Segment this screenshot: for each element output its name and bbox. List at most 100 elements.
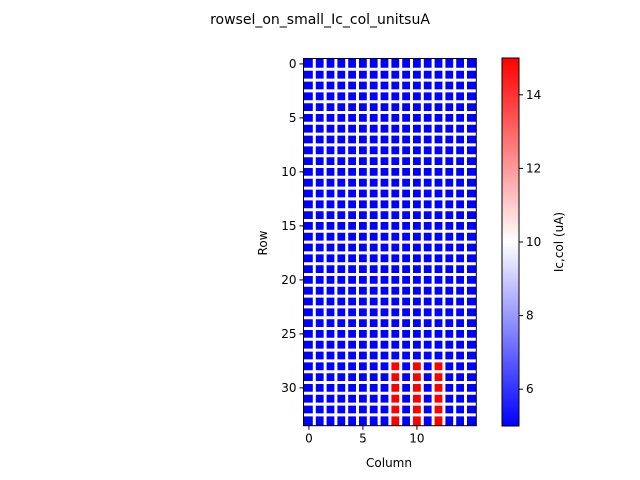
heatmap-cell [389, 166, 401, 178]
heatmap-cell [400, 393, 412, 405]
heatmap-cell [325, 414, 336, 426]
heatmap-cell [357, 166, 369, 178]
heatmap-cell [443, 296, 455, 307]
heatmap-cell [465, 328, 477, 340]
heatmap-cell [465, 231, 477, 243]
heatmap-cell [379, 198, 390, 210]
heatmap-cell [454, 382, 466, 394]
heatmap-cell [303, 371, 315, 383]
heatmap-cell [346, 350, 358, 361]
heatmap-cell [357, 209, 369, 221]
heatmap-cell [454, 242, 466, 253]
heatmap-cell [346, 306, 358, 318]
heatmap-cell [368, 285, 380, 297]
y-axis-ticks: 0 5 10 15 20 25 30 [281, 57, 304, 395]
heatmap-cell [454, 58, 466, 70]
heatmap-cell [335, 306, 347, 318]
heatmap-cell [389, 414, 401, 426]
heatmap-cell [346, 360, 358, 372]
heatmap-cell [325, 209, 336, 221]
heatmap-cell [400, 350, 412, 361]
heatmap-cell [433, 263, 444, 275]
heatmap-cell [433, 328, 444, 340]
heatmap-cell [454, 263, 466, 275]
heatmap-cell [335, 166, 347, 178]
heatmap-cell [411, 274, 423, 286]
heatmap-cell [454, 339, 466, 351]
heatmap-cell [314, 112, 326, 124]
heatmap-cell [443, 317, 455, 329]
heatmap-cell [422, 123, 434, 135]
heatmap-cell [443, 306, 455, 318]
colorbar-tick-label: 6 [526, 382, 534, 396]
heatmap-cell [335, 360, 347, 372]
heatmap-cell [335, 188, 347, 199]
heatmap-cell [389, 58, 401, 70]
heatmap-cell [454, 414, 466, 426]
heatmap-cell [400, 328, 412, 340]
heatmap-cell [422, 371, 434, 383]
heatmap-cell [314, 144, 326, 156]
heatmap-cell [346, 242, 358, 253]
heatmap-cell [389, 252, 401, 264]
heatmap-cell [411, 393, 423, 405]
heatmap-cell [400, 144, 412, 156]
heatmap-cell [443, 220, 455, 232]
heatmap-cell [422, 166, 434, 178]
heatmap-cell [465, 371, 477, 383]
heatmap-cell [379, 90, 390, 102]
heatmap-cell [325, 220, 336, 232]
heatmap-cell [443, 101, 455, 113]
heatmap-cell [368, 112, 380, 124]
heatmap-cell [411, 177, 423, 189]
heatmap-cell [411, 90, 423, 102]
heatmap-cell [389, 220, 401, 232]
heatmap-cell [454, 166, 466, 178]
heatmap-cell [443, 242, 455, 253]
heatmap-cell [368, 220, 380, 232]
heatmap-cell [368, 350, 380, 361]
heatmap-cell [357, 90, 369, 102]
heatmap-cell [411, 112, 423, 124]
heatmap-cell [303, 296, 315, 307]
heatmap-cell [389, 360, 401, 372]
heatmap-cell [303, 339, 315, 351]
heatmap-cell [379, 360, 390, 372]
heatmap-cell [422, 112, 434, 124]
heatmap-cell [303, 285, 315, 297]
heatmap-cell [303, 231, 315, 243]
heatmap-cell [368, 317, 380, 329]
heatmap-cell [433, 101, 444, 113]
heatmap-cell [357, 328, 369, 340]
heatmap-cell [433, 231, 444, 243]
heatmap-cell [357, 134, 369, 145]
heatmap-cell [314, 404, 326, 415]
heatmap-cell [379, 296, 390, 307]
colorbar-tick-label: 10 [526, 235, 541, 249]
heatmap-cell [346, 188, 358, 199]
heatmap-cell [389, 350, 401, 361]
heatmap-cell [454, 123, 466, 135]
heatmap-cell [357, 144, 369, 156]
heatmap-cell [325, 404, 336, 415]
heatmap-cell [433, 188, 444, 199]
heatmap-cell [433, 317, 444, 329]
heatmap-cell [433, 144, 444, 156]
heatmap-cell [335, 155, 347, 167]
heatmap-cell [346, 209, 358, 221]
heatmap-cell [433, 382, 444, 394]
chart-title: rowsel_on_small_Ic_col_unitsuA [210, 12, 430, 28]
heatmap-cell [433, 339, 444, 351]
heatmap-cell [379, 101, 390, 113]
heatmap-cell [465, 306, 477, 318]
heatmap-cell [411, 209, 423, 221]
heatmap-cell [335, 209, 347, 221]
heatmap-cell [443, 80, 455, 91]
heatmap-cell [335, 350, 347, 361]
heatmap-cell [422, 350, 434, 361]
heatmap-cell [411, 306, 423, 318]
heatmap-cell [346, 144, 358, 156]
heatmap-cell [379, 231, 390, 243]
heatmap-cell [465, 123, 477, 135]
heatmap-cell [400, 414, 412, 426]
